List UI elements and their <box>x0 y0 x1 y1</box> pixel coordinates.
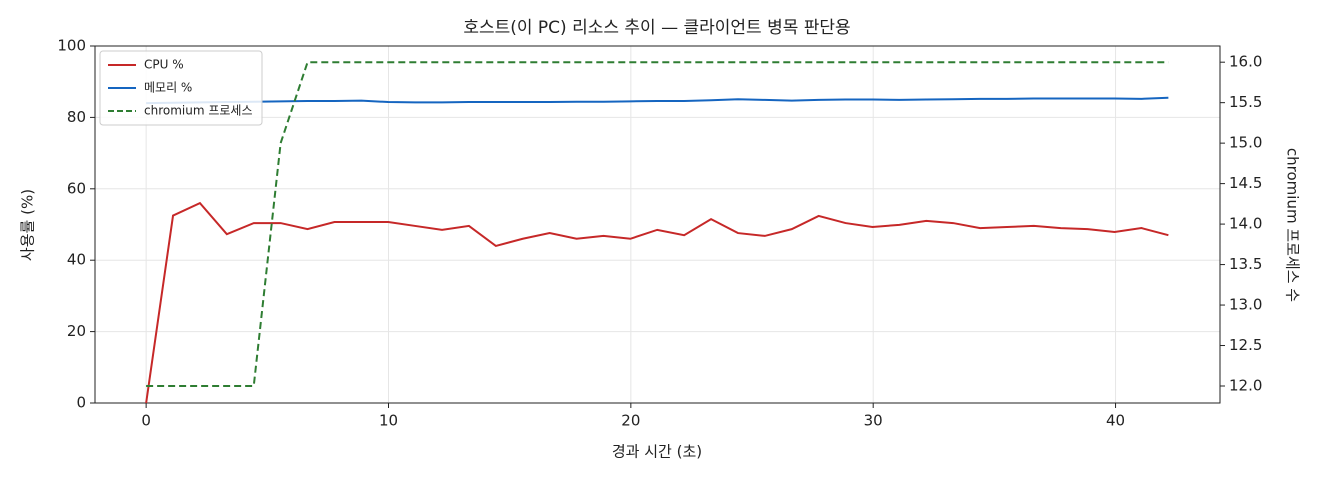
legend-label: 메모리 % <box>144 81 192 95</box>
y2-tick-label: 16.0 <box>1229 53 1262 71</box>
series-line <box>146 61 1169 387</box>
y-tick-label: 0 <box>76 394 86 412</box>
chart-title: 호스트(이 PC) 리소스 추이 — 클라이언트 병목 판단용 <box>463 18 850 38</box>
y2-tick-label: 13.5 <box>1229 255 1262 273</box>
y-tick-label: 100 <box>57 37 86 55</box>
plot-frame <box>94 45 1221 404</box>
x-tick-label: 10 <box>379 412 398 430</box>
y2-tick-label: 14.5 <box>1229 174 1262 192</box>
y2-tick-label: 12.5 <box>1229 336 1262 354</box>
legend-box <box>99 50 263 126</box>
y-tick-label: 80 <box>67 108 86 126</box>
x-tick-label: 30 <box>864 412 883 430</box>
y2-tick-label: 13.0 <box>1229 296 1262 314</box>
y-axis-label: 사용률 (%) <box>19 189 37 261</box>
x-tick-label: 0 <box>141 412 151 430</box>
y-tick-label: 60 <box>67 179 86 197</box>
x-tick-label: 20 <box>621 412 640 430</box>
y2-tick-label: 14.0 <box>1229 215 1262 233</box>
y2-tick-label: 15.5 <box>1229 93 1262 111</box>
y2-tick-label: 12.0 <box>1229 377 1262 395</box>
y2-axis-label: chromium 프로세스 수 <box>1284 148 1302 302</box>
legend-label: CPU % <box>144 58 184 72</box>
x-axis-label: 경과 시간 (초) <box>612 443 702 461</box>
y-tick-label: 40 <box>67 251 86 269</box>
y-tick-label: 20 <box>67 322 86 340</box>
y2-tick-label: 15.0 <box>1229 134 1262 152</box>
series-line <box>145 201 1169 404</box>
x-tick-label: 40 <box>1106 412 1125 430</box>
series-line <box>146 96 1169 105</box>
legend-label: chromium 프로세스 <box>144 104 253 118</box>
